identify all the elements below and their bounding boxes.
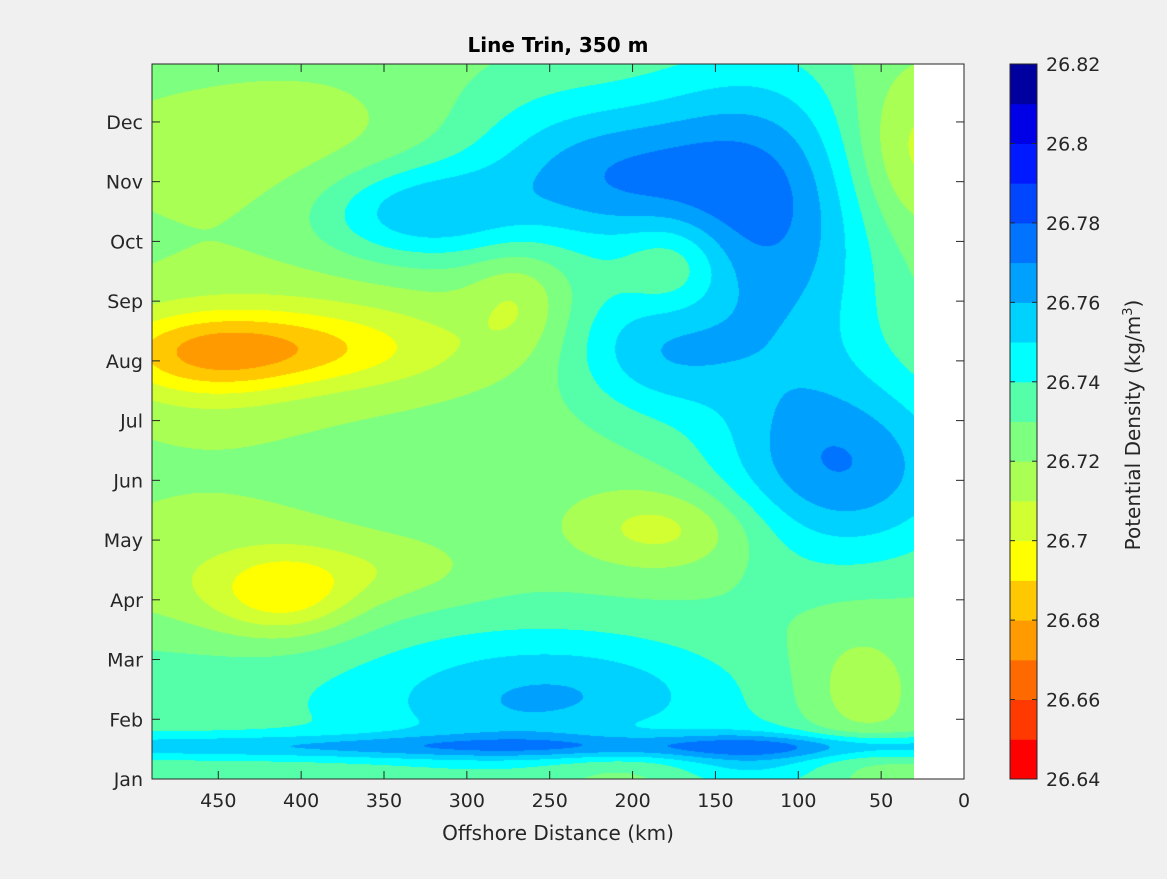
chart-title: Line Trin, 350 m xyxy=(468,33,649,57)
y-tick-labels: Jan Feb Mar Apr May Jun Jul Aug Sep Oct Nov Dec xyxy=(104,112,143,791)
x-tick-label: 100 xyxy=(780,790,816,812)
x-tick-label: 0 xyxy=(958,790,970,812)
colorbar-tick-label: 26.76 xyxy=(1046,292,1100,314)
colorbar-tick-label: 26.82 xyxy=(1046,54,1100,76)
y-tick-label: Apr xyxy=(110,590,143,612)
colorbar-tick-label: 26.72 xyxy=(1046,451,1100,473)
x-tick-label: 350 xyxy=(366,790,402,812)
colorbar-segment xyxy=(1010,262,1037,303)
colorbar-frame xyxy=(1009,63,1038,780)
y-tick-label: Mar xyxy=(107,650,143,672)
colorbar-segment xyxy=(1010,183,1037,224)
density-contour-field xyxy=(152,64,914,779)
y-tick-label: Jan xyxy=(113,769,143,791)
plot-area xyxy=(151,63,965,780)
plot-frame xyxy=(151,63,965,780)
y-tick-label: Dec xyxy=(106,112,143,134)
y-tick-label: Jul xyxy=(119,411,143,433)
y-tick-label: Aug xyxy=(106,351,143,373)
x-tick-label: 150 xyxy=(697,790,733,812)
colorbar-segment xyxy=(1010,659,1037,701)
colorbar-segment xyxy=(1010,739,1037,780)
x-tick-label: 250 xyxy=(532,790,568,812)
x-tick-label: 50 xyxy=(869,790,893,812)
colorbar-tick-label: 26.7 xyxy=(1046,531,1088,553)
colorbar-label-superscript: 3 xyxy=(1121,307,1136,315)
x-tick-label: 400 xyxy=(283,790,319,812)
colorbar-tick-label: 26.74 xyxy=(1046,372,1100,394)
colorbar-segment xyxy=(1010,580,1037,621)
colorbar-segment xyxy=(1010,421,1037,462)
colorbar-segment xyxy=(1010,540,1037,581)
x-axis-label: Offshore Distance (km) xyxy=(442,821,674,845)
colorbar-label: Potential Density (kg/m3) xyxy=(1121,300,1145,551)
colorbar-tick-label: 26.64 xyxy=(1046,769,1100,791)
colorbar-segment xyxy=(1010,342,1037,383)
x-tick-label: 300 xyxy=(449,790,485,812)
colorbar-segment xyxy=(1010,699,1037,740)
colorbar-segment xyxy=(1010,500,1037,542)
colorbar-tick-label: 26.78 xyxy=(1046,213,1100,235)
colorbar-segment xyxy=(1010,103,1037,144)
y-tick-label: Jun xyxy=(112,470,143,492)
colorbar-label-close: ) xyxy=(1121,300,1145,308)
axis-ticks xyxy=(152,64,965,780)
y-tick-label: Sep xyxy=(107,291,143,313)
colorbar-segment xyxy=(1010,64,1037,105)
colorbar-ticks: 26.64 26.66 26.68 26.7 26.72 26.74 26.76 26.78 2… xyxy=(1010,54,1100,791)
colorbar-segment xyxy=(1010,381,1037,422)
colorbar-segment xyxy=(1010,143,1037,184)
y-tick-label: Oct xyxy=(110,231,143,253)
colorbar: 26.64 26.66 26.68 26.7 26.72 26.74 26.76 26.78 2… xyxy=(1009,54,1145,791)
colorbar-label-base: Potential Density (kg/m xyxy=(1121,316,1145,551)
x-tick-label: 200 xyxy=(614,790,650,812)
y-tick-label: Nov xyxy=(106,172,143,194)
x-tick-labels: 450 400 350 300 250 200 150 100 50 0 xyxy=(200,790,970,812)
y-tick-label: Feb xyxy=(109,709,143,731)
colorbar-tick-label: 26.68 xyxy=(1046,610,1100,632)
colorbar-segment xyxy=(1010,302,1037,343)
colorbar-segment xyxy=(1010,461,1037,502)
colorbar-tick-label: 26.66 xyxy=(1046,690,1100,712)
colorbar-segments xyxy=(1010,64,1037,780)
x-tick-label: 450 xyxy=(200,790,236,812)
colorbar-segment xyxy=(1010,222,1037,264)
colorbar-tick-label: 26.8 xyxy=(1046,133,1088,155)
y-tick-label: May xyxy=(104,530,143,552)
colorbar-segment xyxy=(1010,620,1037,661)
